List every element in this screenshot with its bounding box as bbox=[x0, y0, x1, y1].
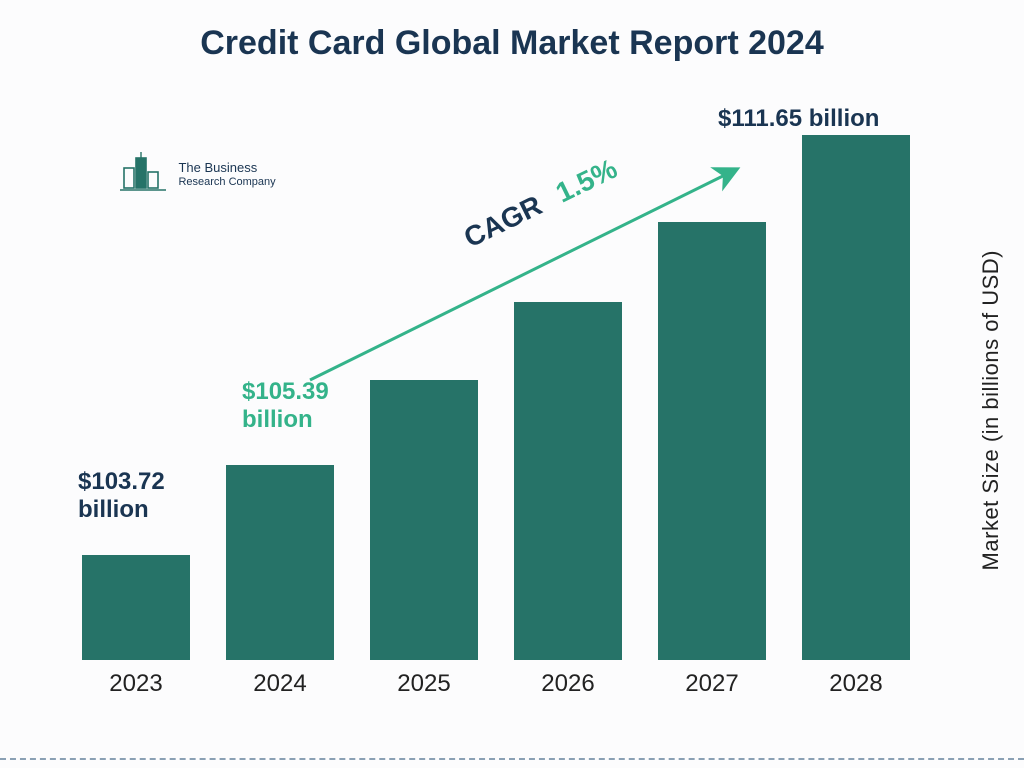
bar-2023 bbox=[82, 555, 190, 660]
xlabel-2025: 2025 bbox=[370, 670, 478, 698]
annotation-second-line2: billion bbox=[242, 406, 313, 433]
xlabel-2024: 2024 bbox=[226, 670, 334, 698]
chart-title: Credit Card Global Market Report 2024 bbox=[0, 24, 1024, 63]
xlabel-2028: 2028 bbox=[802, 670, 910, 698]
bar-2024 bbox=[226, 465, 334, 660]
bar-2027 bbox=[658, 222, 766, 660]
annotation-first-line2: billion bbox=[78, 496, 149, 523]
annotation-last-line1: $111.65 billion bbox=[718, 105, 879, 132]
footer-divider bbox=[0, 758, 1024, 760]
bar-2026 bbox=[514, 302, 622, 660]
annotation-second-value: $105.39 billion bbox=[242, 378, 329, 433]
annotation-first-line1: $103.72 bbox=[78, 468, 165, 495]
bar-2028 bbox=[802, 135, 910, 660]
bars-container bbox=[70, 120, 910, 660]
y-axis-label: Market Size (in billions of USD) bbox=[978, 250, 1004, 570]
annotation-second-line1: $105.39 bbox=[242, 378, 329, 405]
xlabel-2023: 2023 bbox=[82, 670, 190, 698]
xlabel-2026: 2026 bbox=[514, 670, 622, 698]
annotation-first-value: $103.72 billion bbox=[78, 468, 165, 523]
chart-area: 2023 2024 2025 2026 2027 2028 bbox=[70, 120, 910, 700]
bar-2025 bbox=[370, 380, 478, 660]
xlabel-2027: 2027 bbox=[658, 670, 766, 698]
annotation-last-value: $111.65 billion bbox=[718, 105, 879, 133]
